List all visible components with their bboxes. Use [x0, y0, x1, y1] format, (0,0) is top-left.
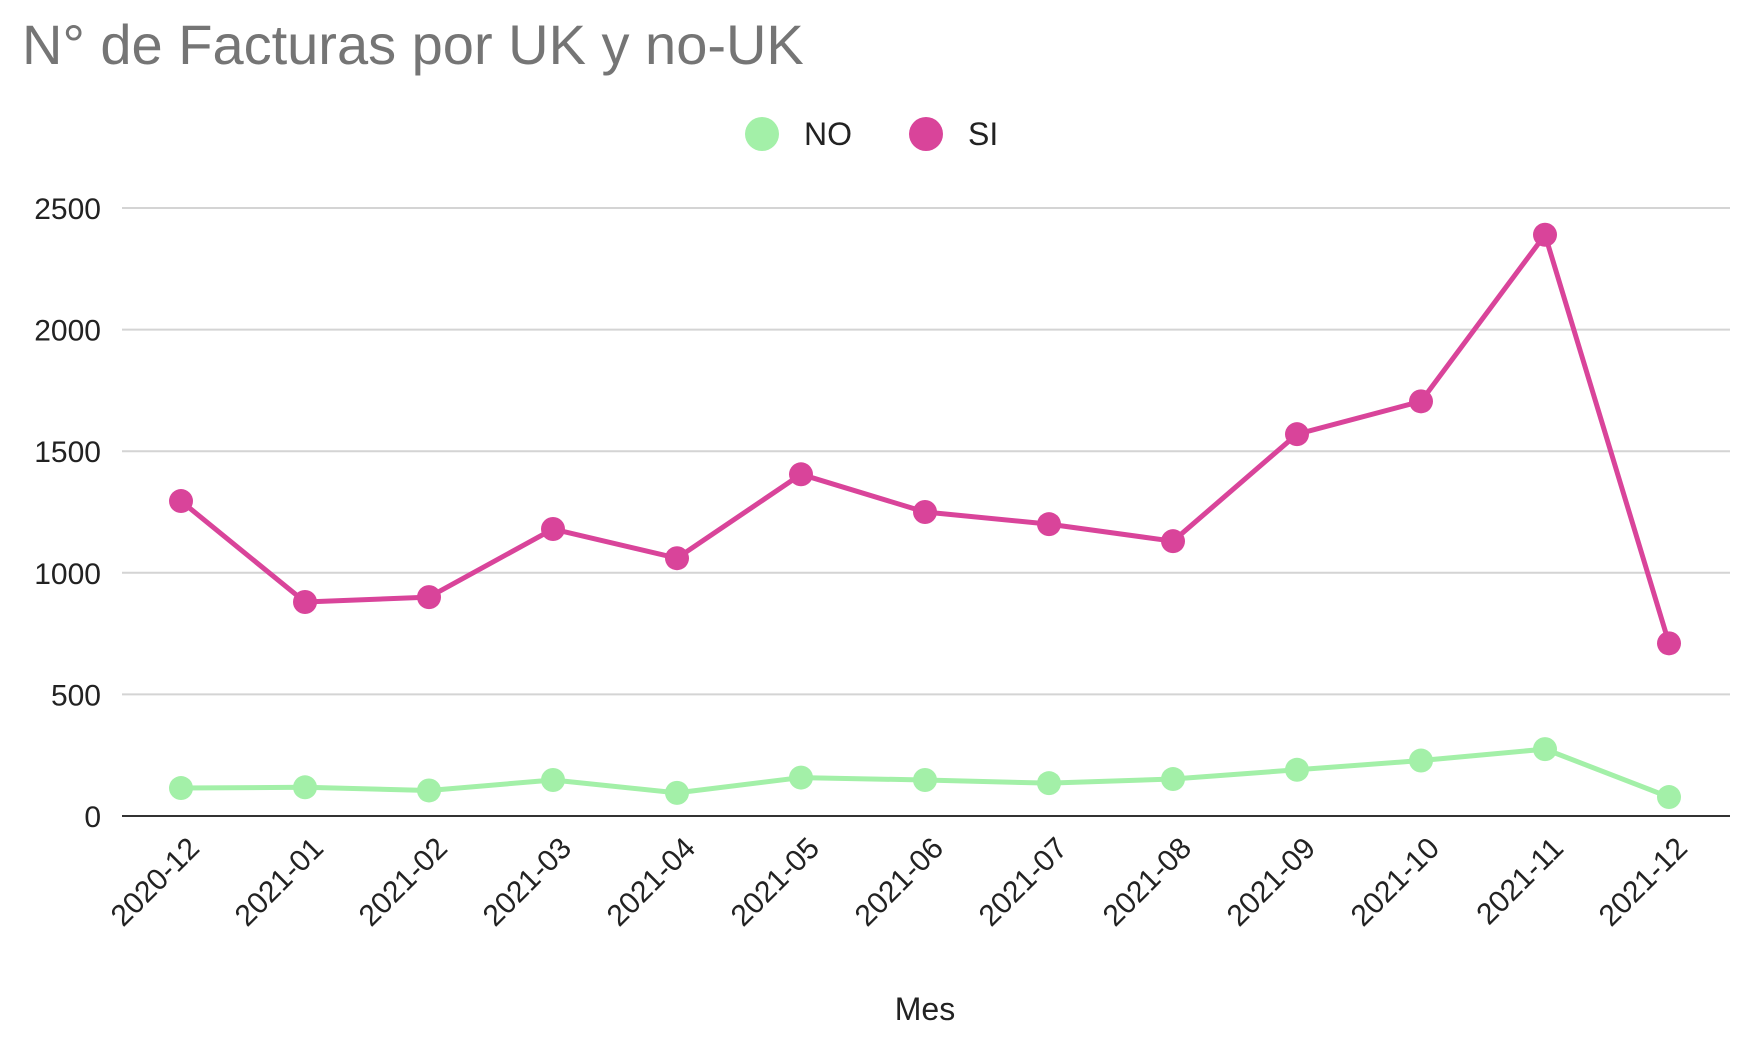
data-point — [417, 585, 441, 610]
x-tick-label: 2021-09 — [1221, 832, 1322, 933]
y-tick-label: 2000 — [34, 315, 101, 348]
data-point — [1409, 748, 1433, 773]
chart-title: N° de Facturas por UK y no-UK — [22, 13, 804, 76]
data-point — [1533, 222, 1557, 247]
gridlines — [122, 207, 1730, 696]
data-point — [789, 462, 813, 487]
legend: NO SI — [745, 116, 998, 152]
data-point — [541, 517, 565, 542]
data-point — [1285, 757, 1309, 782]
data-point — [169, 776, 193, 801]
series-layer — [169, 222, 1681, 810]
y-tick-label: 2500 — [34, 193, 101, 226]
data-point — [665, 780, 689, 805]
legend-marker — [909, 117, 943, 151]
x-tick-label: 2021-12 — [1593, 832, 1694, 933]
x-tick-label: 2021-11 — [1470, 832, 1570, 932]
legend-label: SI — [968, 116, 998, 152]
data-point — [1037, 512, 1061, 537]
data-point — [1037, 771, 1061, 796]
data-point — [293, 775, 317, 800]
data-point — [293, 589, 317, 614]
x-axis-title: Mes — [895, 991, 955, 1027]
y-tick-label: 1500 — [34, 436, 101, 469]
x-axis-ticks: 2020-12 2021-01 2021-02 2021-03 2021-04 2021-… — [105, 832, 1694, 933]
x-tick-label: 2021-01 — [229, 832, 330, 933]
x-tick-label: 2021-06 — [849, 832, 950, 933]
x-tick-label: 2020-12 — [105, 832, 206, 933]
data-point — [417, 778, 441, 803]
data-point — [541, 768, 565, 793]
data-point — [913, 768, 937, 793]
data-point — [1657, 631, 1681, 656]
data-point — [1161, 529, 1185, 554]
legend-label: NO — [804, 116, 852, 152]
y-tick-label: 0 — [84, 801, 101, 834]
x-tick-label: 2021-10 — [1345, 832, 1446, 933]
x-tick-label: 2021-04 — [601, 832, 702, 933]
y-axis-ticks: 0 500 1000 1500 2000 2500 — [34, 193, 101, 834]
y-tick-label: 1000 — [34, 558, 101, 591]
series-no — [169, 737, 1681, 810]
y-tick-label: 500 — [51, 679, 101, 712]
x-tick-label: 2021-05 — [725, 832, 826, 933]
legend-marker — [745, 117, 779, 151]
data-point — [1657, 785, 1681, 810]
x-tick-label: 2021-07 — [973, 832, 1074, 933]
data-point — [1533, 737, 1557, 762]
x-tick-label: 2021-03 — [477, 832, 578, 933]
series-si — [169, 222, 1681, 656]
series-line — [178, 232, 1672, 646]
data-point — [789, 765, 813, 790]
data-point — [1409, 389, 1433, 414]
data-point — [665, 546, 689, 571]
x-tick-label: 2021-02 — [353, 832, 454, 933]
data-point — [169, 489, 193, 514]
x-tick-label: 2021-08 — [1097, 832, 1198, 933]
data-point — [1285, 422, 1309, 447]
legend-item: NO — [745, 116, 852, 152]
legend-item: SI — [909, 116, 998, 152]
data-point — [913, 500, 937, 524]
data-point — [1161, 767, 1185, 792]
